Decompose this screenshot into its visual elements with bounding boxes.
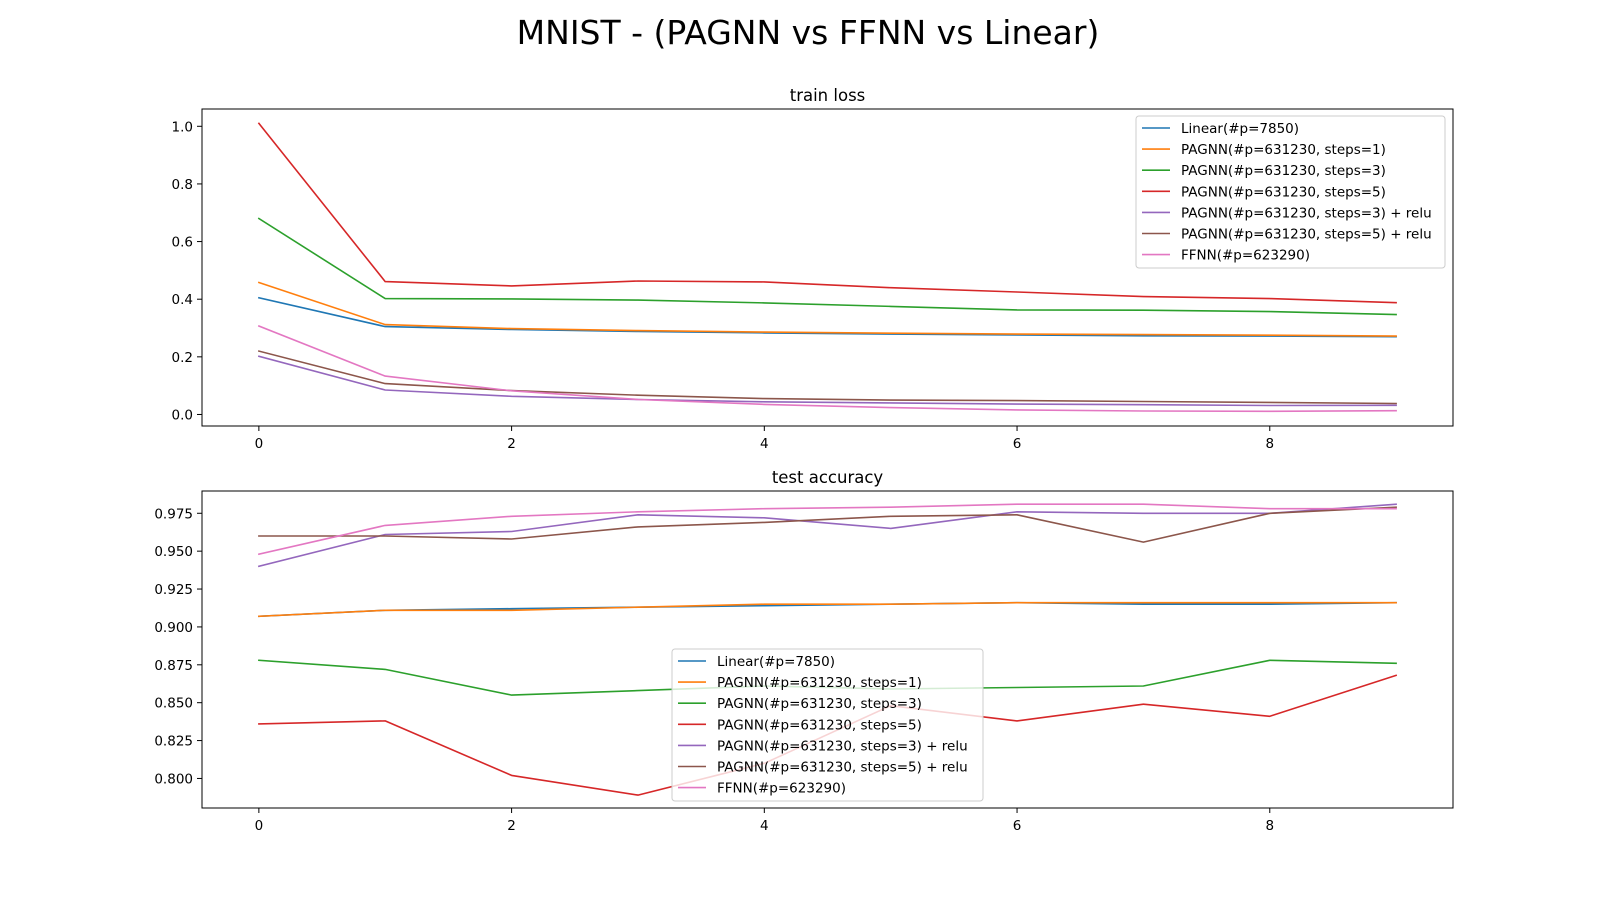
series-line-4: [257, 503, 1397, 568]
legend-label: PAGNN(#p=631230, steps=5): [717, 717, 922, 733]
x-tick-label: 6: [1013, 436, 1022, 452]
series-line-5: [257, 350, 1397, 405]
series-line-2: [257, 217, 1397, 316]
legend-label: Linear(#p=7850): [1181, 121, 1299, 137]
y-tick-label: 0.825: [154, 734, 193, 750]
axes-frame: [201, 108, 1454, 427]
y-tick-label: 0.950: [154, 544, 193, 560]
x-tick-label: 2: [507, 436, 516, 452]
y-tick-label: 0.800: [154, 771, 193, 787]
x-tick-label: 4: [760, 818, 769, 834]
x-tick-label: 8: [1265, 818, 1274, 834]
legend-label: PAGNN(#p=631230, steps=1): [717, 675, 922, 691]
y-tick-label: 0.925: [154, 582, 193, 598]
legend-label: PAGNN(#p=631230, steps=3) + relu: [717, 738, 968, 754]
y-tick-label: 0.875: [154, 658, 193, 674]
x-tick-label: 8: [1265, 436, 1274, 452]
axes-title: test accuracy: [772, 468, 884, 487]
y-tick-label: 0.900: [154, 620, 193, 636]
series-line-5: [258, 506, 1397, 543]
y-tick-label: 0.8: [172, 177, 193, 193]
legend-label: FFNN(#p=623290): [1181, 248, 1310, 264]
legend-label: FFNN(#p=623290): [717, 781, 846, 797]
y-tick-label: 1.0: [172, 119, 193, 135]
legend-label: PAGNN(#p=631230, steps=5): [1181, 184, 1386, 200]
legend-label: PAGNN(#p=631230, steps=3): [717, 696, 922, 712]
x-tick-label: 6: [1013, 818, 1022, 834]
series-line-1: [257, 281, 1397, 337]
figure-title: MNIST - (PAGNN vs FFNN vs Linear): [517, 13, 1100, 52]
train-loss-chart: train loss 0 2 4 6 8 0.0 0.2 0.4 0.6 0.8 1.0 Linear(…: [172, 86, 1454, 452]
legend-label: PAGNN(#p=631230, steps=3): [1181, 163, 1386, 179]
axes-frame: [201, 490, 1454, 809]
series-line-3: [257, 122, 1397, 304]
legend-label: PAGNN(#p=631230, steps=1): [1181, 142, 1386, 158]
y-tick-label: 0.0: [172, 407, 193, 423]
legend-box: [1135, 115, 1446, 269]
y-tick-label: 0.850: [154, 696, 193, 712]
y-tick-label: 0.2: [172, 350, 193, 366]
y-tick-label: 0.4: [172, 292, 193, 308]
legend: Linear(#p=7850) PAGNN(#p=631230, steps=1)…: [1135, 115, 1446, 269]
legend-label: PAGNN(#p=631230, steps=3) + relu: [1181, 205, 1432, 221]
x-tick-label: 2: [507, 818, 516, 834]
y-tick-label: 0.975: [154, 506, 193, 522]
series-line-6: [257, 503, 1397, 556]
series-line-6: [257, 324, 1397, 413]
legend-label: PAGNN(#p=631230, steps=5) + relu: [717, 760, 968, 776]
series-line-1: [258, 601, 1397, 618]
test-accuracy-chart: test accuracy 0 2 4 6 8 0.800 0.825 0.850 0.875 0.…: [154, 468, 1454, 834]
axes-title: train loss: [790, 86, 866, 105]
series-line-4: [257, 355, 1397, 407]
legend-label: Linear(#p=7850): [717, 654, 835, 670]
legend: Linear(#p=7850) PAGNN(#p=631230, steps=1)…: [671, 648, 984, 802]
y-tick-label: 0.6: [172, 235, 193, 251]
legend-box: [671, 648, 984, 802]
x-tick-label: 0: [255, 818, 264, 834]
x-tick-label: 0: [255, 436, 264, 452]
series-line-0: [257, 296, 1397, 338]
legend-label: PAGNN(#p=631230, steps=5) + relu: [1181, 227, 1432, 243]
x-tick-label: 4: [760, 436, 769, 452]
